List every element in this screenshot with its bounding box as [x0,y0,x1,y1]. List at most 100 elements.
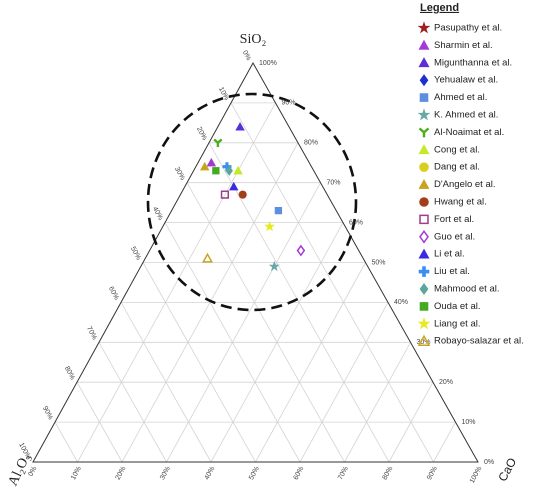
tick-label: 70% [327,180,341,187]
grid-line [77,102,276,463]
triangle-frame [32,61,479,463]
legend-marker [419,74,429,87]
tick-label: 60% [107,286,120,302]
tick-label: 50% [372,259,386,266]
tick-label: 20% [195,126,208,142]
grid-line [388,382,434,463]
axis-right-label: CaO [495,455,519,483]
tick-label: 10% [462,419,476,426]
legend-marker [419,282,429,296]
grid-line [142,262,256,463]
legend-marker [419,162,429,172]
tick-label: 20% [439,379,453,386]
legend-label: Pasupathy et al. [434,23,502,34]
data-point [213,138,223,147]
legend-label: Cong et al. [434,144,480,155]
legend-marker [419,230,429,244]
data-point [220,190,230,199]
points [199,122,306,272]
legend-marker [419,197,429,207]
tick-label: 40% [204,466,217,482]
data-point [264,220,276,232]
tick-label: 100% [259,60,277,67]
tick-label: 90% [426,466,439,482]
legend-label: Dang et al. [434,162,480,173]
grid [54,102,456,463]
tick-label: 0% [27,466,38,478]
tick-label: 80% [63,365,76,381]
tick-label: 100% [469,466,484,485]
tick-label: 90% [41,405,54,421]
tick-label: 80% [382,466,395,482]
legend-label: Al-Noaimat et al. [434,127,504,138]
legend-label: Li et al. [434,249,465,260]
data-point [274,206,283,215]
data-point [199,161,210,171]
tick-label: 30% [173,166,186,182]
tick-label: 60% [293,466,306,482]
legend-label: Yehualaw et al. [434,75,498,86]
tick-label: 20% [115,466,128,482]
data-point [212,167,220,175]
legend-label: Liang et al. [434,318,480,329]
data-point [268,260,280,272]
data-point [202,252,213,263]
legend-marker [417,317,431,330]
data-point [235,122,245,131]
legend-marker [419,302,429,311]
legend-label: Fort et al. [434,214,474,225]
legend-marker [418,266,430,277]
data-point [225,165,233,176]
legend-label: Migunthanna et al. [434,57,512,68]
dashed-ellipse [146,92,358,312]
grid-line [54,421,78,463]
legend-label: Liu et al. [434,266,470,277]
legend-label: Robayo-salazar et al. [434,336,524,347]
data-point [238,190,247,199]
legend-marker [417,108,431,121]
tick-label: 60% [349,219,363,226]
tick-label: 70% [337,466,350,482]
legend-label: Sharmin et al. [434,40,493,51]
data-point [229,181,239,191]
tick-label: 30% [417,339,431,346]
axis-top-label: SiO₂ [240,32,267,47]
legend-label: Ouda et al. [434,301,480,312]
grid-line [121,142,299,463]
legend-label: Mahmood et al. [434,284,499,295]
legend-marker [418,178,430,189]
legend-marker [417,334,431,346]
tick-label: 70% [85,325,98,341]
tick-label: 40% [394,299,408,306]
tick-label: 90% [282,100,296,107]
grid-line [299,302,389,463]
tick-label: 80% [304,140,318,147]
legend-marker [417,21,431,34]
grid-line [433,421,456,463]
grid-line [344,342,411,463]
data-point [296,244,306,257]
legend-marker [419,93,429,102]
legend-marker [418,127,430,138]
grid-line [166,182,321,463]
legend-marker [419,214,429,225]
tick-label: 0% [484,459,494,466]
legend: Pasupathy et al. Sharmin et al. Migunthann… [417,21,524,347]
data-point [206,157,217,167]
tick-label: 40% [151,206,164,222]
legend-label: Guo et al. [434,231,475,242]
grid-line [255,262,366,463]
tick-label: 50% [248,466,261,482]
tick-label: 50% [129,246,142,262]
tick-label: 0% [241,50,252,62]
legend-title: Legend [420,2,459,14]
tick-label: 30% [159,466,172,482]
data-point [233,165,243,175]
legend-label: Ahmed et al. [434,92,487,103]
grid-line [98,342,167,463]
legend-marker [418,39,430,50]
legend-marker [418,248,430,259]
legend-label: Hwang et al. [434,197,487,208]
